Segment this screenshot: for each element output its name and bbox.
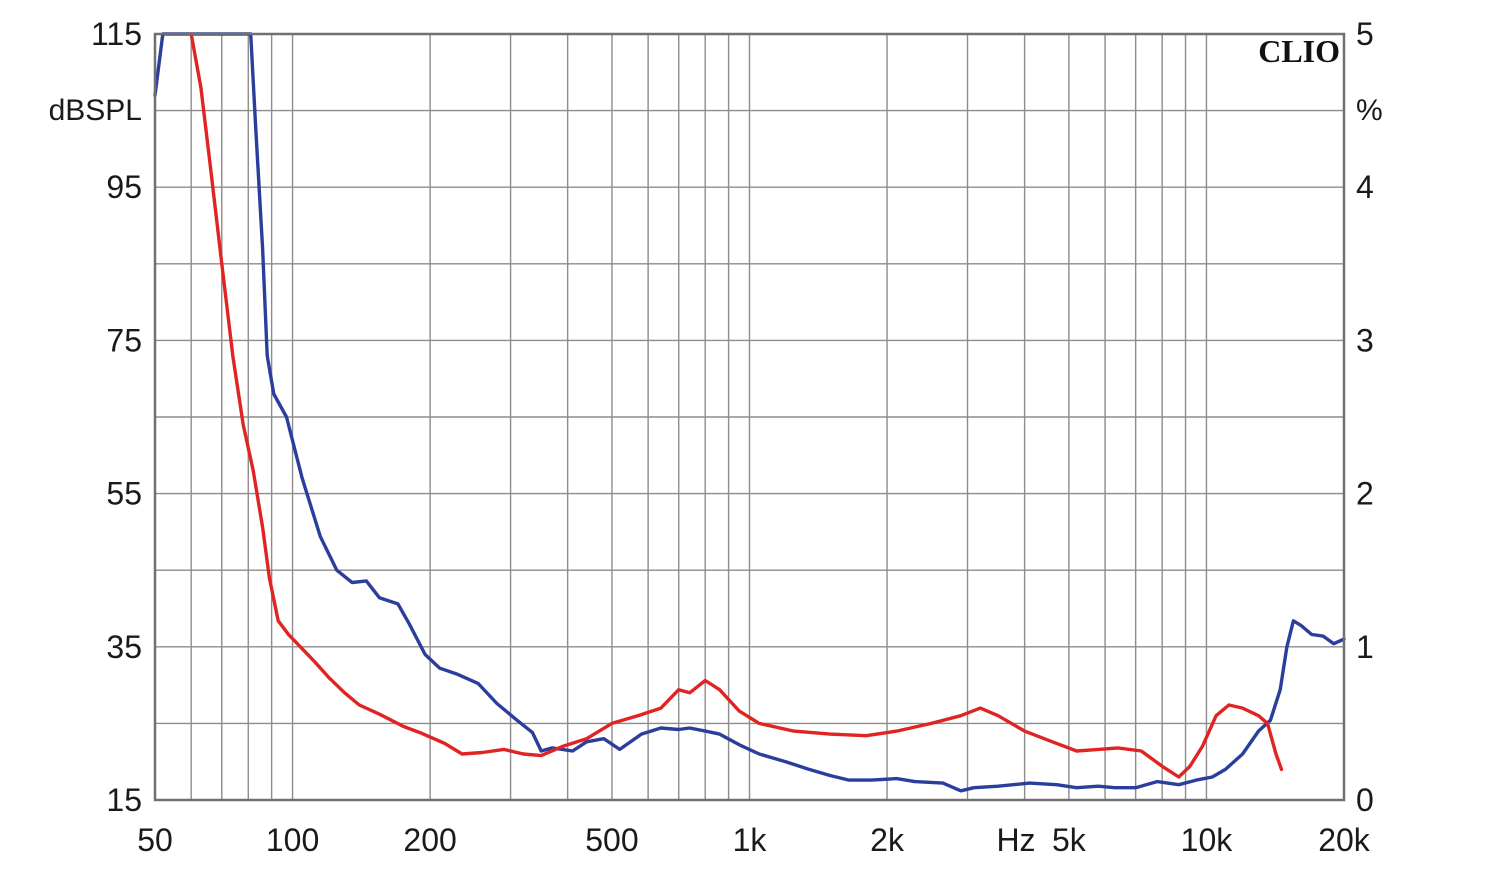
left-axis-ticks: 115 95 75 55 35 15 xyxy=(91,16,142,818)
grid xyxy=(154,33,1345,801)
left-tick-label: 15 xyxy=(106,782,142,818)
series-layer xyxy=(153,32,1346,793)
x-axis-ticks: 50 100 200 500 1k 2k 5k 10k 20k xyxy=(137,822,1371,858)
right-tick-label: 1 xyxy=(1356,629,1374,665)
plot-frame xyxy=(153,32,1346,802)
blue-series-line xyxy=(153,32,1346,793)
left-tick-label: 35 xyxy=(106,629,142,665)
x-axis-unit: Hz xyxy=(996,822,1035,858)
right-tick-label: 3 xyxy=(1356,322,1374,358)
right-tick-label: 4 xyxy=(1356,169,1374,205)
x-tick-label: 200 xyxy=(403,822,456,858)
x-tick-label: 2k xyxy=(870,822,905,858)
right-tick-label: 5 xyxy=(1356,16,1374,52)
x-tick-label: 5k xyxy=(1052,822,1087,858)
right-tick-label: 0 xyxy=(1356,782,1374,818)
x-tick-label: 50 xyxy=(137,822,173,858)
x-tick-label: 500 xyxy=(585,822,638,858)
x-tick-label: 100 xyxy=(266,822,319,858)
right-axis-unit: % xyxy=(1356,94,1383,127)
x-tick-label: 20k xyxy=(1318,822,1371,858)
red-series-line xyxy=(189,32,1284,779)
clio-brand-label: CLIO xyxy=(1258,33,1340,69)
right-tick-label: 2 xyxy=(1356,476,1374,512)
x-tick-label: 1k xyxy=(733,822,768,858)
left-tick-label: 75 xyxy=(106,322,142,358)
left-axis-unit: dBSPL xyxy=(49,94,142,127)
left-tick-label: 115 xyxy=(91,16,142,52)
x-tick-label: 10k xyxy=(1181,822,1234,858)
left-tick-label: 55 xyxy=(106,476,142,512)
left-tick-label: 95 xyxy=(106,169,142,205)
right-axis-ticks: 5 4 3 2 1 0 xyxy=(1356,16,1374,818)
